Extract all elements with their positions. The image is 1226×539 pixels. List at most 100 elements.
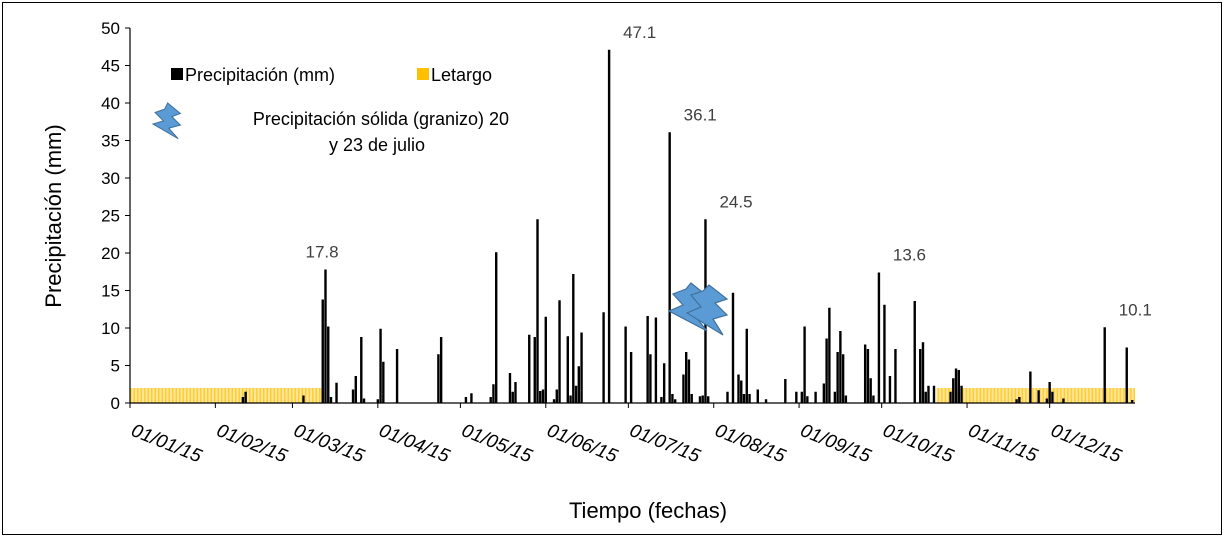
letargo-bar	[313, 388, 315, 403]
letargo-bar	[286, 388, 288, 403]
letargo-bar	[251, 388, 253, 403]
letargo-bar	[138, 388, 140, 403]
letargo-bar	[242, 388, 243, 403]
precip-bar	[528, 334, 531, 403]
precip-bar	[682, 374, 685, 403]
letargo-bar	[174, 388, 176, 403]
letargo-bar	[1120, 388, 1121, 403]
precip-bar	[927, 385, 930, 403]
legend-swatch-letargo	[417, 68, 429, 80]
precip-bar	[1045, 398, 1049, 403]
legend-note-line2: y 23 de julio	[329, 135, 425, 155]
y-tick-label: 40	[101, 94, 120, 113]
x-tick-label: 01/12/15	[1048, 420, 1125, 467]
precip-bar	[329, 397, 333, 403]
y-tick-label: 15	[101, 282, 120, 301]
y-tick-label: 5	[111, 357, 120, 376]
letargo-bar	[237, 388, 239, 403]
legend-label-letargo: Letargo	[431, 65, 492, 85]
letargo-bar	[177, 388, 179, 403]
letargo-bar	[197, 388, 198, 403]
lightning-icon	[151, 102, 182, 140]
letargo-bar	[292, 388, 294, 403]
precip-bar	[555, 389, 558, 403]
data-label: 36.1	[684, 105, 717, 124]
letargo-bar	[1078, 388, 1079, 403]
letargo-bar	[295, 388, 296, 403]
letargo-bar	[249, 388, 250, 403]
letargo-bar	[257, 388, 259, 403]
precip-bar	[572, 274, 575, 403]
precip-bar	[825, 338, 828, 403]
letargo-bar	[319, 388, 320, 403]
letargo-bar	[947, 388, 949, 403]
letargo-bar	[1118, 388, 1120, 403]
letargo-bar	[1072, 388, 1074, 403]
data-label: 17.8	[305, 243, 338, 262]
letargo-bar	[1020, 388, 1022, 403]
precip-bar	[814, 391, 817, 403]
letargo-bar	[992, 388, 994, 403]
letargo-bar	[963, 388, 965, 403]
precip-bar	[1015, 399, 1018, 403]
precip-bar	[1051, 391, 1054, 403]
letargo-bar	[208, 388, 210, 403]
letargo-bar	[994, 388, 995, 403]
letargo-bar	[271, 388, 273, 403]
letargo-bar	[940, 388, 942, 403]
legend-note-line1: Precipitación sólida (granizo) 20	[253, 109, 509, 129]
precip-bar	[360, 337, 363, 403]
letargo-bar	[312, 388, 313, 403]
letargo-bar	[942, 388, 944, 403]
letargo-bar	[222, 388, 224, 403]
letargo-bar	[1113, 388, 1114, 403]
y-tick-label: 45	[101, 57, 120, 76]
letargo-bar	[163, 388, 165, 403]
letargo-bar	[284, 388, 285, 403]
precip-bar	[684, 352, 688, 403]
letargo-bar	[263, 388, 264, 403]
letargo-bar	[1101, 388, 1103, 403]
letargo-bar	[1064, 388, 1065, 403]
precip-bar	[489, 397, 492, 403]
letargo-bar	[218, 388, 219, 403]
precip-bar	[833, 391, 837, 403]
letargo-bar	[151, 388, 152, 403]
precip-bar	[395, 349, 399, 403]
letargo-bar	[258, 388, 260, 403]
letargo-bar	[296, 388, 298, 403]
letargo-bar	[298, 388, 299, 403]
letargo-bar	[1132, 388, 1134, 403]
letargo-bar	[1079, 388, 1081, 403]
precip-bar	[654, 317, 658, 403]
letargo-bar	[1094, 388, 1096, 403]
y-axis-title: Precipitación (mm)	[41, 124, 66, 307]
x-tick-label: 01/11/15	[965, 420, 1041, 467]
letargo-bar	[1013, 388, 1015, 403]
letargo-bar	[216, 388, 218, 403]
letargo-bar	[1017, 388, 1019, 403]
precip-bar	[806, 396, 809, 403]
letargo-bar	[1124, 388, 1126, 403]
letargo-bar	[1122, 388, 1124, 403]
letargo-bar	[1057, 388, 1058, 403]
precip-bar	[1125, 347, 1128, 403]
letargo-bar	[221, 388, 222, 403]
precip-bar	[1062, 398, 1065, 403]
letargo-bar	[282, 388, 284, 403]
legend: Precipitación (mm) Letargo Precipitación…	[151, 65, 509, 155]
letargo-bar	[274, 388, 275, 403]
letargo-bar	[1022, 388, 1023, 403]
letargo-bar	[305, 388, 306, 403]
precip-bar	[660, 397, 663, 403]
precip-bar	[1018, 397, 1021, 403]
precip-bar	[244, 391, 247, 403]
letargo-bar	[256, 388, 257, 403]
letargo-bar	[987, 388, 988, 403]
data-label: 13.6	[893, 246, 926, 265]
precip-bar	[1048, 382, 1051, 403]
letargo-bar	[998, 388, 1000, 403]
precip-bar	[577, 366, 581, 403]
precip-bar	[673, 399, 677, 403]
data-label: 47.1	[623, 23, 656, 42]
